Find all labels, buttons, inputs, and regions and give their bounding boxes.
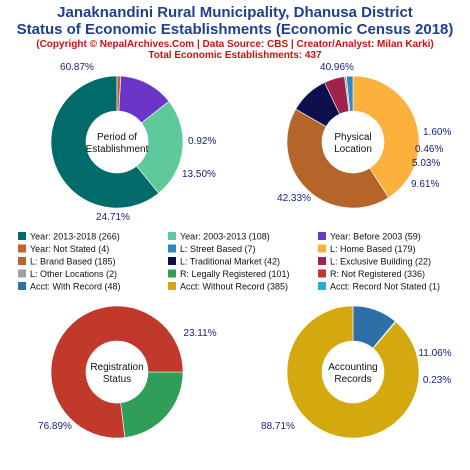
legend-item: R: Legally Registered (101) [180,269,290,279]
legend-item: Acct: Record Not Stated (1) [330,282,440,292]
percent-label-2-1: 40.96% [320,62,354,73]
donut-hole-1 [86,111,148,173]
title-line-2: Status of Economic Establishments (Econo… [17,21,454,38]
percent-label-3-2: 76.89% [38,421,72,432]
percent-label-1-4: 0.92% [188,136,216,147]
center-label-3: Status [103,374,131,385]
legend-swatch [18,232,26,240]
legend-swatch [18,282,26,290]
legend-swatch [168,269,176,278]
percent-label-1-1: 60.87% [60,62,94,73]
center-label-1: Establishment [86,144,149,155]
legend-item: Year: Not Stated (4) [30,244,109,254]
total-establishments: Total Economic Establishments: 437 [148,50,322,61]
legend-swatch [168,232,176,240]
center-label-4: Records [334,374,371,385]
center-label-1: Period of [97,132,137,143]
legend-item: Acct: Without Record (385) [180,282,288,292]
title-line-1: Janaknandini Rural Municipality, Dhanusa… [57,4,413,21]
percent-label-4-2: 0.23% [423,375,451,386]
center-label-4: Accounting [328,362,377,373]
percent-label-2-4: 5.03% [412,158,440,169]
legend-swatch [168,282,176,290]
legend-item: R: Not Registered (336) [330,269,425,279]
legend-swatch [18,269,26,278]
percent-label-3-1: 23.11% [183,328,216,339]
donut-hole-2 [322,111,384,173]
percent-label-4-3: 88.71% [261,421,295,432]
donut-hole-4 [322,341,384,403]
legend-swatch [318,282,326,290]
center-label-3: Registration [90,362,143,373]
legend-swatch [18,257,26,265]
legend-item: L: Street Based (7) [180,244,256,254]
center-label-2: Physical [334,132,371,143]
percent-label-1-2: 24.71% [96,212,130,223]
legend-swatch [318,244,326,253]
percent-label-2-2: 42.33% [277,193,311,204]
percent-label-1-3: 13.50% [182,169,216,180]
legend-item: L: Traditional Market (42) [180,257,280,267]
center-label-2: Location [334,144,372,155]
donut-hole-3 [86,341,148,403]
legend-item: L: Brand Based (185) [30,257,116,267]
percent-label-2-5: 0.46% [415,144,443,155]
legend: Year: 2013-2018 (266) Year: 2003-2013 (10… [18,232,440,292]
legend-item: L: Home Based (179) [330,244,416,254]
percent-label-2-3: 9.61% [411,179,439,190]
legend-swatch [318,269,326,278]
legend-item: Year: 2003-2013 (108) [180,232,270,242]
copyright-subtitle: (Copyright © NepalArchives.Com | Data So… [36,39,434,50]
legend-item: Year: Before 2003 (59) [330,232,421,242]
percent-label-4-1: 11.06% [418,348,451,359]
legend-item: Acct: With Record (48) [30,282,121,292]
legend-swatch [18,244,26,253]
legend-swatch [168,244,176,253]
legend-swatch [168,257,176,265]
legend-item: L: Other Locations (2) [30,269,117,279]
legend-item: Year: 2013-2018 (266) [30,232,120,242]
legend-swatch [318,257,326,265]
legend-item: L: Exclusive Building (22) [330,257,431,267]
legend-swatch [318,232,326,240]
percent-label-2-6: 1.60% [423,127,451,138]
